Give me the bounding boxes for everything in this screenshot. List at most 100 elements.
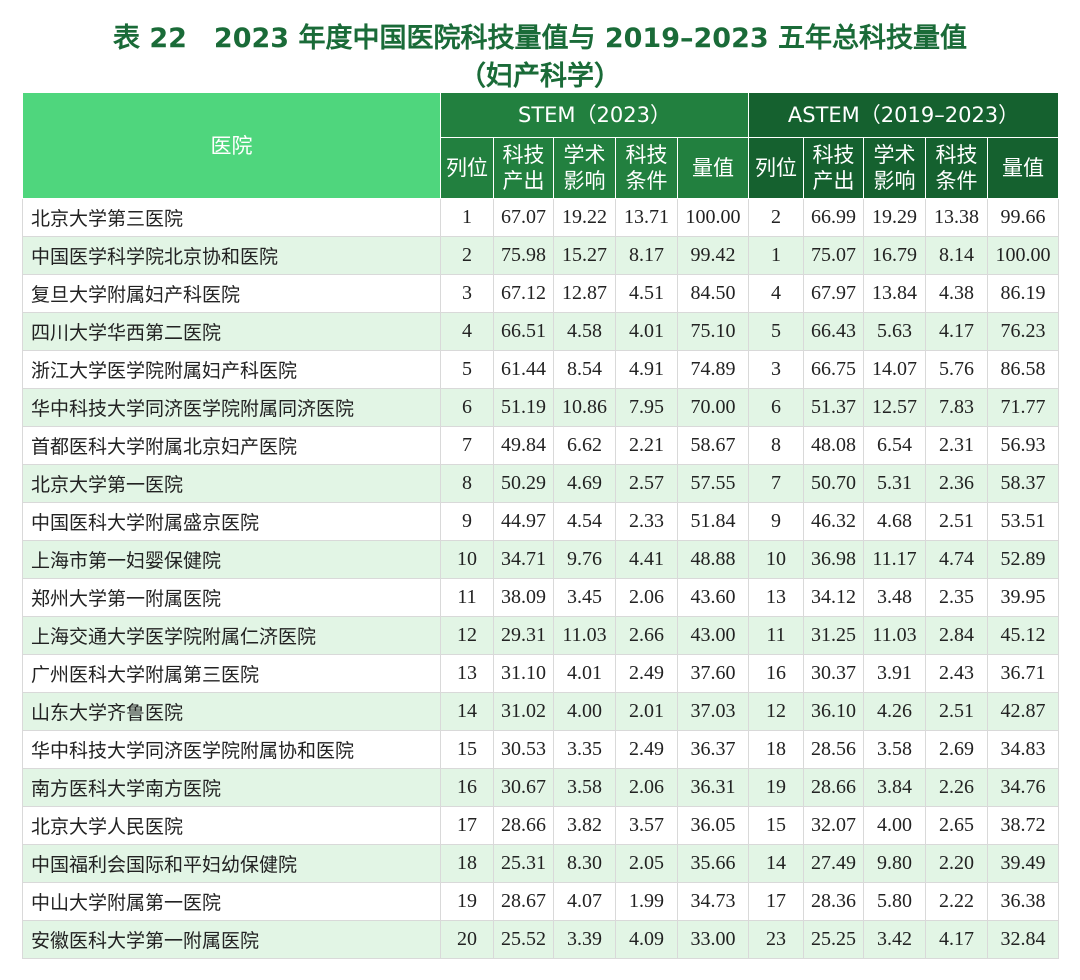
cell: 28.67 [493,882,554,921]
cell: 2.22 [925,882,989,921]
table-row: 四川大学华西第二医院 4 66.51 4.58 4.01 75.10 5 66.43 5.63 4… [22,312,1060,351]
cell: 34.71 [493,540,554,579]
cell: 4.01 [615,312,678,351]
cell: 7 [440,426,494,465]
cell: 6.54 [863,426,927,465]
cell: 4.58 [553,312,616,351]
cell: 70.00 [676,388,750,427]
cell: 3.48 [863,578,927,617]
cell: 12.57 [863,388,927,427]
cell: 14 [440,692,494,731]
hospital-name: 安徽医科大学第一附属医院 [22,920,441,959]
cell: 43.60 [676,578,750,617]
cell: 39.95 [987,578,1060,617]
cell: 43.00 [676,616,750,655]
cell: 2.20 [925,844,989,883]
cell: 3.57 [615,806,678,845]
cell: 66.99 [803,198,865,237]
cell: 4.69 [553,464,616,503]
cell: 66.43 [803,312,865,351]
hospital-name: 四川大学华西第二医院 [22,312,441,351]
cell: 2.05 [615,844,678,883]
cell: 5.80 [863,882,927,921]
cell: 31.10 [493,654,554,693]
header-row: 医院 STEM（2023） ASTEM（2019–2023） [22,92,1060,199]
cell: 50.70 [803,464,865,503]
cell: 2.43 [925,654,989,693]
cell: 4.91 [615,350,678,389]
cell: 3 [748,350,805,389]
cell: 2.84 [925,616,989,655]
table-row: 北京大学第一医院 8 50.29 4.69 2.57 57.55 7 50.70 5.31 2.3… [22,464,1060,503]
cell: 33.00 [676,920,750,959]
cell: 5 [440,350,494,389]
cell: 10 [440,540,494,579]
cell: 19 [748,768,805,807]
cell: 2.26 [925,768,989,807]
cell: 23 [748,920,805,959]
cell: 15.27 [553,236,616,275]
cell: 36.05 [676,806,750,845]
table-row: 北京大学第三医院 1 67.07 19.22 13.71 100.00 2 66.99 19.2… [22,198,1060,237]
cell: 42.87 [987,692,1060,731]
column-header: 科技 产出 [803,137,865,199]
cell: 35.66 [676,844,750,883]
cell: 99.42 [676,236,750,275]
cell: 2.65 [925,806,989,845]
cell: 4 [440,312,494,351]
cell: 8 [748,426,805,465]
cell: 37.60 [676,654,750,693]
hospital-header: 医院 [22,92,441,199]
cell: 2 [440,236,494,275]
cell: 51.84 [676,502,750,541]
cell: 12 [748,692,805,731]
group-header: ASTEM（2019–2023） [748,92,1060,138]
cell: 46.32 [803,502,865,541]
cell: 36.37 [676,730,750,769]
cell: 53.51 [987,502,1060,541]
cell: 30.53 [493,730,554,769]
cell: 3.84 [863,768,927,807]
cell: 86.58 [987,350,1060,389]
cell: 28.66 [493,806,554,845]
header-row: 列位 科技 产出 学术 影响 科技 条件 量值 列位 科技 产出 学术 影响 科技 条件 量值 [23,137,1060,199]
cell: 4.38 [925,274,989,313]
cell: 13 [748,578,805,617]
cell: 25.25 [803,920,865,959]
cell: 67.07 [493,198,554,237]
cell: 29.31 [493,616,554,655]
cell: 13.38 [925,198,989,237]
cell: 16 [748,654,805,693]
cell: 4.17 [925,920,989,959]
hospital-name: 南方医科大学南方医院 [22,768,441,807]
cell: 25.31 [493,844,554,883]
column-header: 学术 影响 [553,137,616,199]
cell: 5.31 [863,464,927,503]
cell: 11 [440,578,494,617]
data-table: 医院 STEM（2023） ASTEM（2019–2023） 列位 科技 产出 学术 影响… [22,92,1060,959]
table-row: 广州医科大学附属第三医院 13 31.10 4.01 2.49 37.60 16 30.37 3… [22,654,1060,693]
cell: 2.01 [615,692,678,731]
cell: 4.68 [863,502,927,541]
hospital-name: 北京大学人民医院 [22,806,441,845]
cell: 30.37 [803,654,865,693]
hospital-name: 中国医学科学院北京协和医院 [22,236,441,275]
cell: 7 [748,464,805,503]
cell: 18 [440,844,494,883]
cell: 2.21 [615,426,678,465]
table-row: 南方医科大学南方医院 16 30.67 3.58 2.06 36.31 19 28.66 3.8… [22,768,1060,807]
cell: 84.50 [676,274,750,313]
cell: 19 [440,882,494,921]
cell: 6.62 [553,426,616,465]
cell: 3.45 [553,578,616,617]
cell: 36.31 [676,768,750,807]
cell: 8.54 [553,350,616,389]
cell: 2.49 [615,654,678,693]
cell: 71.77 [987,388,1060,427]
cell: 10 [748,540,805,579]
cell: 75.10 [676,312,750,351]
cell: 13.84 [863,274,927,313]
cell: 18 [748,730,805,769]
cell: 52.89 [987,540,1060,579]
column-header: 量值 [987,137,1060,199]
